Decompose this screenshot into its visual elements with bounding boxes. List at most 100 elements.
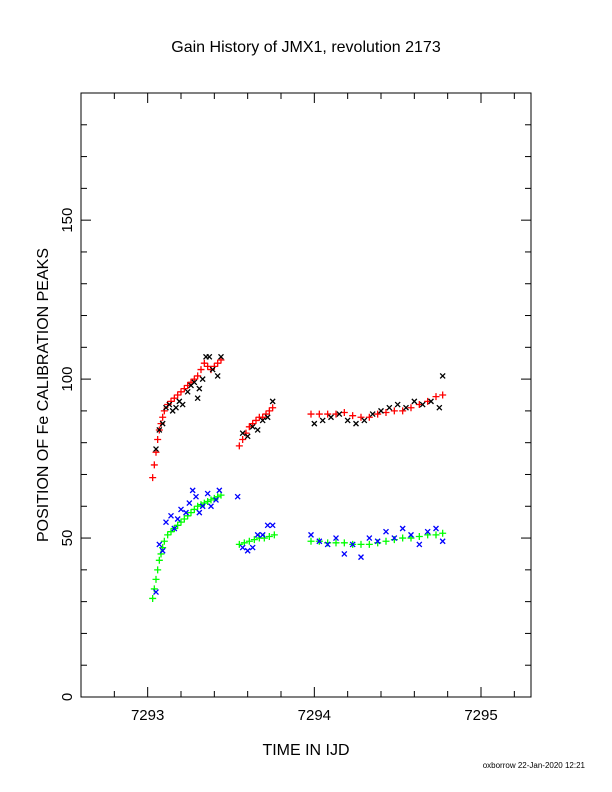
data-point [200, 359, 208, 367]
data-point [170, 394, 178, 402]
data-point [184, 388, 191, 395]
data-point [358, 554, 364, 561]
data-point [353, 420, 359, 427]
data-point [439, 529, 447, 537]
x-axis-tick-labels: 7293 7294 7295 [131, 707, 498, 724]
data-point [197, 366, 205, 374]
data-point [383, 528, 389, 535]
data-point [378, 407, 384, 414]
data-point [245, 537, 253, 545]
data-point [199, 503, 206, 510]
data-point [390, 407, 398, 415]
data-point [341, 550, 348, 557]
data-point [332, 410, 340, 418]
data-point [184, 381, 192, 389]
data-point [357, 413, 365, 421]
data-point [245, 423, 253, 431]
data-point [156, 541, 163, 548]
data-point [239, 430, 246, 437]
data-point [436, 404, 443, 411]
data-point [439, 391, 447, 399]
y-axis-ticks [81, 92, 531, 698]
data-point [206, 353, 213, 360]
data-point [308, 531, 314, 538]
data-point [204, 490, 211, 497]
data-point [311, 420, 318, 427]
data-point [156, 427, 163, 433]
data-point [166, 401, 173, 408]
y-tick-label: 100 [59, 367, 76, 392]
data-point [235, 540, 243, 548]
data-point [180, 515, 188, 523]
data-point [160, 537, 168, 545]
data-point [307, 410, 315, 418]
data-point [191, 379, 198, 386]
x-tick-label: 7295 [464, 707, 497, 724]
data-point [239, 544, 246, 551]
data-point [214, 372, 221, 379]
data-point [416, 541, 423, 548]
series-plus-markers [149, 491, 447, 602]
data-point [235, 442, 243, 450]
data-point [199, 376, 206, 383]
data-point [252, 416, 260, 424]
data-points [149, 353, 447, 602]
x-tick-label: 7293 [131, 707, 164, 724]
data-point [269, 404, 277, 412]
data-point [155, 556, 163, 564]
data-point [171, 525, 178, 532]
data-point [382, 537, 390, 545]
data-point [365, 413, 373, 421]
data-point [340, 408, 348, 416]
data-point [194, 502, 202, 510]
data-point [174, 516, 181, 522]
data-point [264, 522, 271, 529]
data-point [239, 436, 247, 444]
data-point [399, 525, 406, 532]
data-point [244, 433, 251, 440]
data-point [374, 538, 381, 545]
data-point [432, 393, 440, 401]
data-point [328, 414, 334, 421]
data-point [439, 372, 446, 379]
footer-credit: oxborrow 22-Jan-2020 12:21 [483, 761, 586, 770]
y-tick-label: 50 [59, 530, 76, 547]
x-axis-ticks [80, 93, 515, 697]
data-point [183, 509, 189, 516]
y-tick-label: 0 [59, 693, 76, 701]
data-point [149, 594, 157, 602]
data-point [394, 401, 401, 408]
data-point [269, 522, 276, 529]
data-point [154, 436, 162, 444]
data-point [382, 408, 390, 416]
data-point [365, 540, 373, 548]
data-point [168, 512, 174, 519]
chart-title: Gain History of JMX1, revolution 2173 [171, 39, 441, 56]
data-point [186, 500, 193, 507]
data-point [361, 417, 368, 424]
data-point [189, 487, 196, 494]
data-point [194, 395, 201, 402]
data-point [259, 417, 266, 424]
data-point [432, 531, 440, 539]
series-x-markers [153, 487, 446, 596]
data-point [174, 391, 182, 399]
data-point [173, 404, 179, 411]
data-point [204, 362, 212, 370]
data-point [177, 388, 185, 396]
data-point [234, 493, 241, 500]
data-point [154, 566, 162, 574]
data-point [159, 413, 167, 421]
data-point [399, 534, 407, 542]
data-point [269, 398, 276, 405]
data-point [264, 414, 271, 421]
data-point [439, 538, 446, 545]
data-point [193, 493, 199, 500]
data-point [159, 547, 166, 554]
data-point [415, 532, 423, 540]
data-point [324, 541, 331, 548]
data-point [208, 503, 214, 510]
series-plus-markers [149, 356, 447, 482]
x-axis-label: TIME IN IJD [262, 742, 349, 759]
data-point [250, 536, 258, 544]
